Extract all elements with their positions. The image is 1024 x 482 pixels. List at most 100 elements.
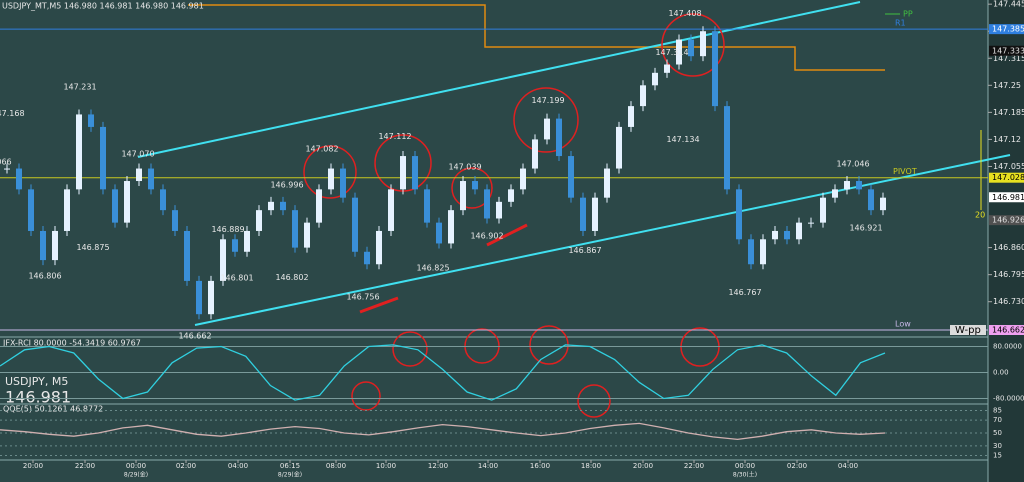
price-annotation: 146.801 <box>220 274 253 283</box>
candle <box>820 197 826 223</box>
y-tick-label: 147.25 <box>993 81 1021 90</box>
symbol-label: USDJPY, M5 <box>5 375 68 388</box>
price-annotation: 147.112 <box>378 132 411 141</box>
x-tick-label: 00:00 <box>735 462 755 470</box>
y-tick-label: 146.730 <box>993 297 1024 306</box>
candle <box>232 239 238 252</box>
x-tick-label: 04:00 <box>838 462 858 470</box>
level-label: Low <box>895 320 911 329</box>
rci-line <box>0 344 886 401</box>
price-annotation: 146.756 <box>346 292 379 301</box>
price-box-label: 146.926 <box>992 216 1024 225</box>
candle <box>400 156 406 190</box>
candle <box>880 197 886 211</box>
candle <box>448 210 454 244</box>
price-annotation: 146.662 <box>178 332 211 341</box>
price-box-label: 147.333 <box>992 46 1024 55</box>
candle <box>808 222 814 224</box>
price-annotation: 147.168 <box>0 109 25 118</box>
candle <box>700 31 706 57</box>
candle <box>832 189 838 198</box>
x-tick-label: 22:00 <box>75 462 95 470</box>
qqe-line <box>0 422 886 441</box>
candle <box>664 64 670 73</box>
y-tick-label: 50 <box>993 429 1002 437</box>
candle <box>352 197 358 252</box>
x-tick-label: 16:00 <box>530 462 550 470</box>
x-tick-label: 06:15 <box>280 462 300 470</box>
candle <box>28 189 34 231</box>
y-tick-label: 146.860 <box>993 243 1024 252</box>
candle <box>760 239 766 265</box>
price-annotation: 146.902 <box>470 232 503 241</box>
price-annotation: 147.082 <box>305 145 338 154</box>
candle <box>508 189 514 202</box>
candle <box>868 189 874 211</box>
candle <box>472 181 478 190</box>
rci-title: JFX-RCI 80.0000 -54.3419 60.9767 <box>2 339 141 348</box>
candle <box>88 114 94 127</box>
price-annotation: 147.046 <box>836 160 869 169</box>
candle <box>532 139 538 169</box>
candle <box>160 189 166 211</box>
candle <box>568 156 574 198</box>
candle <box>580 197 586 231</box>
candle <box>496 201 502 219</box>
candle <box>592 197 598 231</box>
price-box <box>989 325 1024 336</box>
price-box <box>989 24 1024 35</box>
candle <box>556 118 562 157</box>
y-tick-label: 70 <box>993 416 1002 424</box>
candle <box>76 114 82 190</box>
price-box-label: 146.662 <box>992 326 1024 335</box>
candle <box>748 239 754 265</box>
x-tick-label: 02:00 <box>787 462 807 470</box>
candle <box>220 239 226 281</box>
candle <box>376 230 382 265</box>
candle <box>316 189 322 223</box>
y-tick-label: 147.055 <box>993 162 1024 171</box>
y-tick-label: 146.795 <box>993 270 1024 279</box>
y-tick-label: 15 <box>993 452 1002 460</box>
candle <box>436 222 442 244</box>
price-annotation: 146.996 <box>270 181 303 190</box>
candle <box>616 126 622 169</box>
period-label: 20 <box>975 211 985 220</box>
price-annotation: 146.802 <box>275 273 308 282</box>
x-tick-label: 10:00 <box>376 462 396 470</box>
candle <box>4 168 10 170</box>
candle <box>640 85 646 107</box>
y-tick-label: 85 <box>993 407 1002 415</box>
candle <box>148 168 154 190</box>
candle <box>268 201 274 211</box>
y-tick-label: -80.0000 <box>993 395 1024 403</box>
candle <box>676 39 682 65</box>
price-box-label: 147.385 <box>992 25 1024 34</box>
y-tick-label: 0.00 <box>993 369 1009 377</box>
candle <box>796 222 802 240</box>
candle <box>460 181 466 211</box>
x-tick-label: 14:00 <box>478 462 498 470</box>
w-pp-box <box>950 325 986 336</box>
candle <box>856 181 862 190</box>
candle <box>412 156 418 190</box>
price-box-label: 146.981 <box>992 193 1024 202</box>
x-tick-label: 00:00 <box>126 462 146 470</box>
y-tick-label: 147.12 <box>993 135 1021 144</box>
candle <box>52 230 58 261</box>
candle <box>172 210 178 231</box>
candle <box>628 106 634 127</box>
candle <box>280 201 286 211</box>
pp-line <box>188 4 885 71</box>
candle <box>208 280 214 315</box>
price-annotation: 146.921 <box>849 224 882 233</box>
pp-label: PP <box>903 10 913 19</box>
candle <box>40 230 46 261</box>
candle <box>712 31 718 107</box>
price-annotation: 147.039 <box>448 163 481 172</box>
price-annotation: 146.767 <box>728 288 761 297</box>
w-pp-label: W-pp <box>955 325 981 336</box>
last-price: 146.981 <box>5 388 71 407</box>
price-box-label: 147.028 <box>992 173 1024 182</box>
